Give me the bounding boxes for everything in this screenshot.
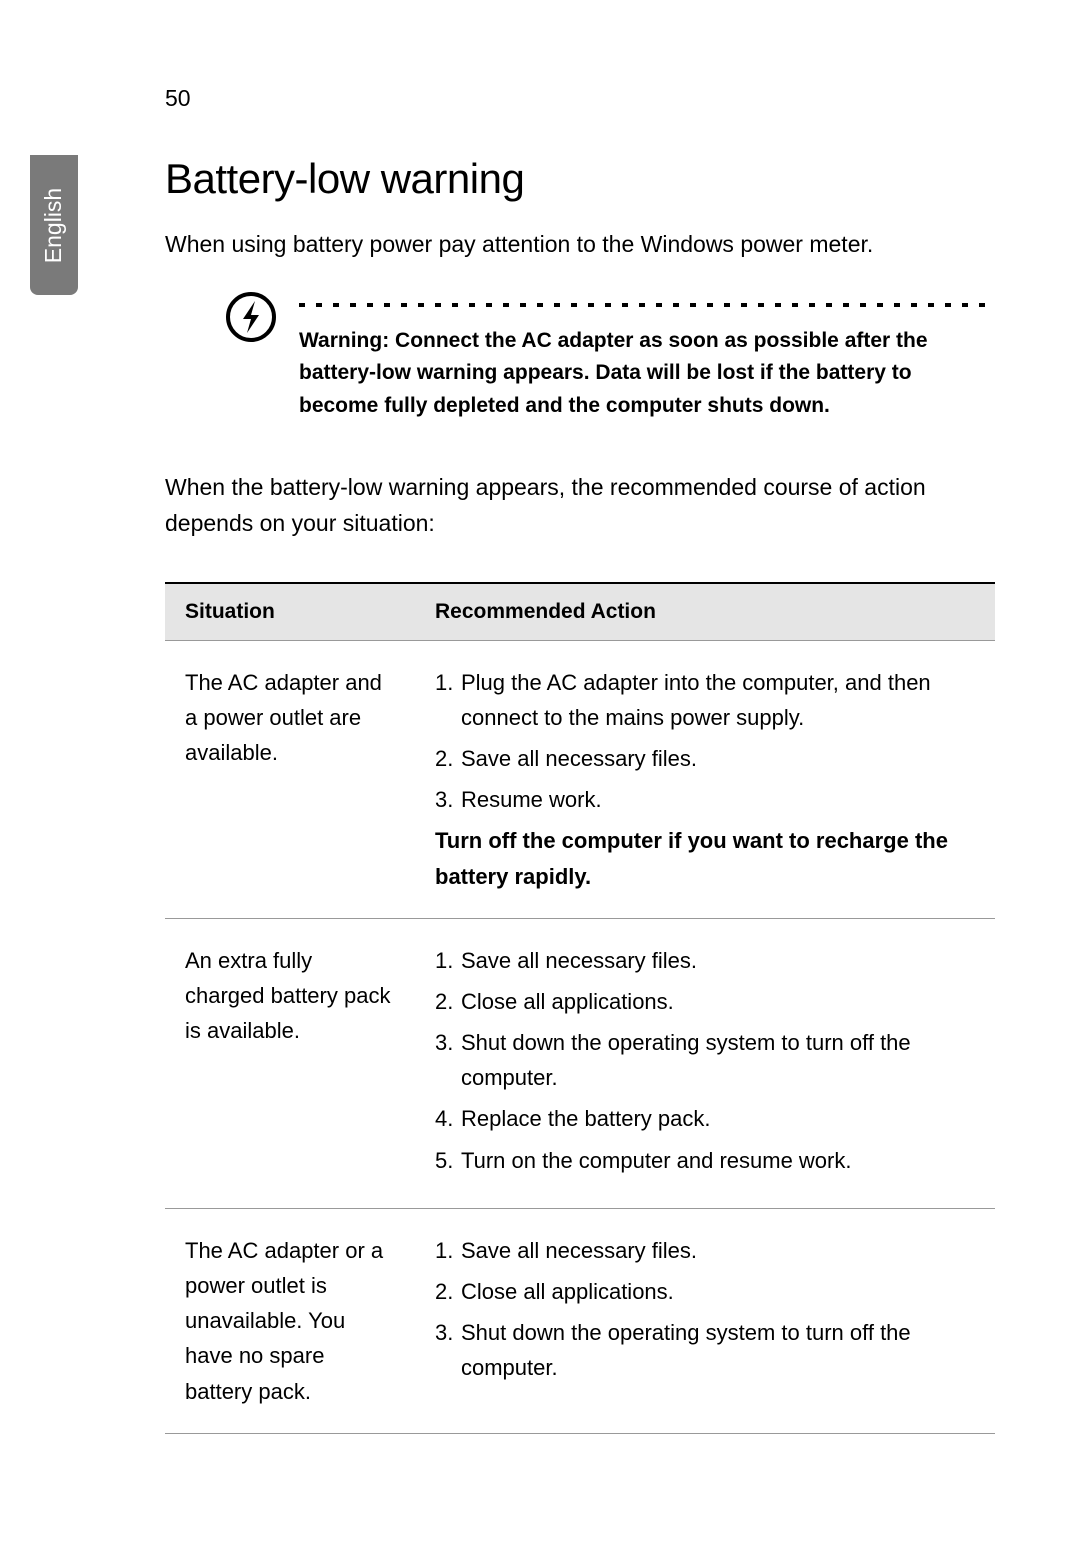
table-row: The AC adapter and a power outlet are av… [165,640,995,918]
page-content: Battery-low warning When using battery p… [165,155,995,1434]
action-step: Plug the AC adapter into the computer, a… [435,665,975,735]
table-row: An extra fully charged battery pack is a… [165,918,995,1208]
action-step: Close all applications. [435,984,975,1019]
situation-table: Situation Recommended Action The AC adap… [165,582,995,1434]
action-step: Save all necessary files. [435,741,975,776]
language-label: English [41,187,68,262]
lead-in-paragraph: When the battery-low warning appears, th… [165,470,995,541]
warning-text: Warning: Connect the AC adapter as soon … [299,325,995,423]
action-step: Save all necessary files. [435,1233,975,1268]
lightning-warning-icon [225,291,277,343]
action-cell: Plug the AC adapter into the computer, a… [415,640,995,918]
situation-cell: An extra fully charged battery pack is a… [165,918,415,1208]
intro-paragraph: When using battery power pay attention t… [165,227,995,263]
action-cell: Save all necessary files. Close all appli… [415,918,995,1208]
situation-cell: The AC adapter and a power outlet are av… [165,640,415,918]
action-cell: Save all necessary files. Close all appli… [415,1208,995,1433]
action-step: Shut down the operating system to turn o… [435,1025,975,1095]
situation-cell: The AC adapter or a power outlet is unav… [165,1208,415,1433]
warning-callout: Warning: Connect the AC adapter as soon … [225,291,995,423]
column-header-action: Recommended Action [415,583,995,641]
language-tab: English [30,155,78,295]
action-step: Replace the battery pack. [435,1101,975,1136]
action-step: Shut down the operating system to turn o… [435,1315,975,1385]
action-bold-note: Turn off the computer if you want to rec… [435,823,975,893]
action-step: Resume work. [435,782,975,817]
action-step: Close all applications. [435,1274,975,1309]
page-number: 50 [165,85,191,112]
dotted-divider [299,301,995,307]
column-header-situation: Situation [165,583,415,641]
table-row: The AC adapter or a power outlet is unav… [165,1208,995,1433]
action-step: Turn on the computer and resume work. [435,1143,975,1178]
section-heading: Battery-low warning [165,155,995,203]
action-step: Save all necessary files. [435,943,975,978]
